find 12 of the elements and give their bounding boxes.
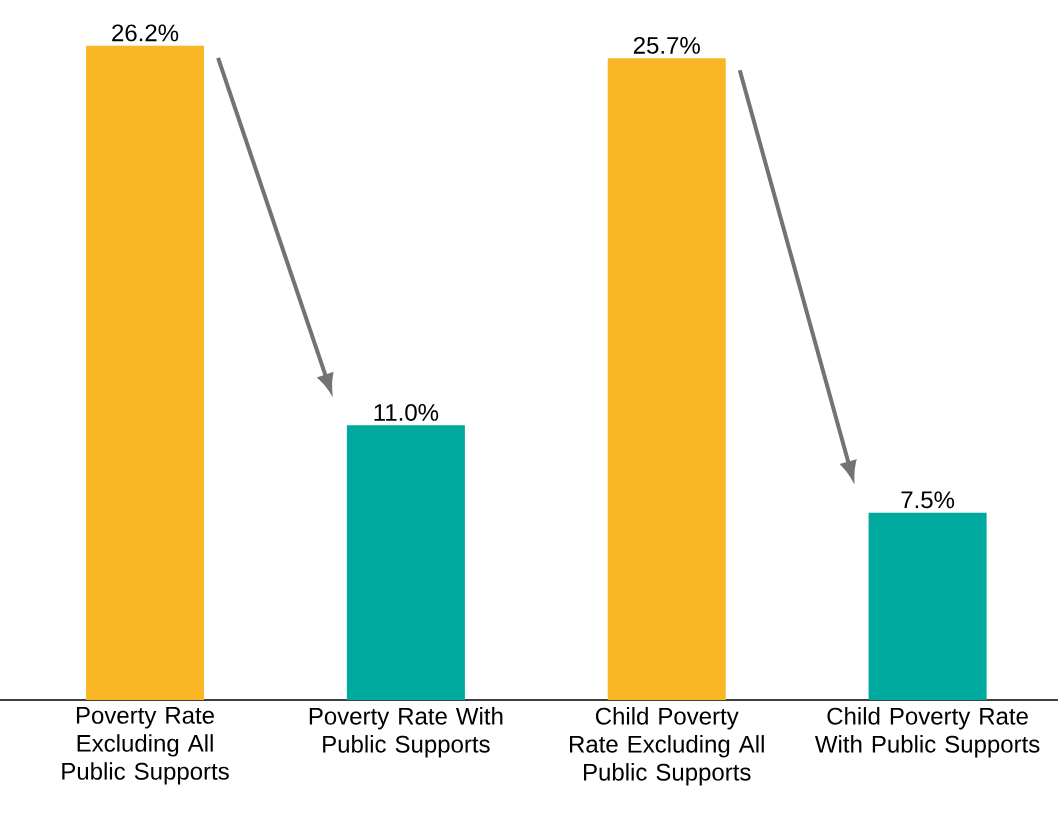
data-label: 11.0% bbox=[374, 403, 439, 421]
data-label: 7.5% bbox=[901, 491, 955, 509]
bar bbox=[868, 512, 987, 700]
data-label: 25.7% bbox=[633, 36, 700, 54]
data-label: 26.2% bbox=[112, 24, 179, 42]
bar bbox=[607, 58, 726, 700]
bar bbox=[346, 425, 465, 700]
x-tick-label: Child Poverty Rate With Public Supports bbox=[814, 707, 1040, 758]
x-tick-label: Poverty Rate With Public Supports bbox=[309, 707, 503, 758]
x-tick-label: Child Poverty Rate Excluding All Public Supports bbox=[570, 707, 764, 786]
bar bbox=[86, 45, 205, 700]
x-tick-label: Poverty Rate Excluding All Public Supports bbox=[62, 707, 229, 785]
